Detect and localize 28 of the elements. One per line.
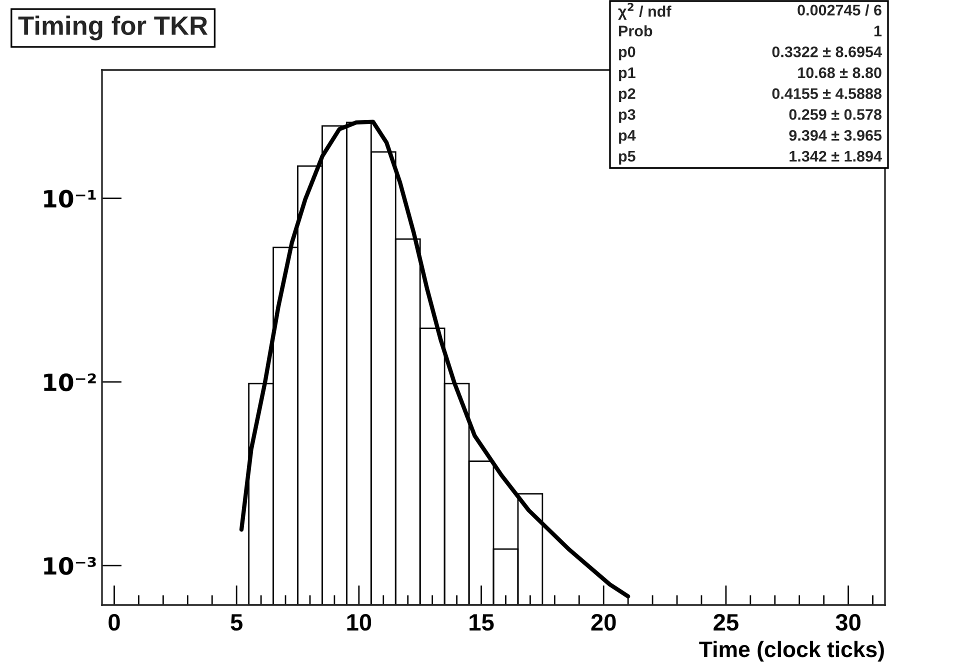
chart-title: Timing for TKR: [18, 16, 208, 40]
text: 1.342 ± 1.894: [790, 150, 882, 162]
x-tick-label: 20: [591, 614, 616, 631]
x-tick-label: 10: [347, 614, 372, 631]
x-tick-label: 15: [470, 614, 494, 631]
x-tick-label: 0: [108, 614, 120, 631]
x-tick-label: 5: [230, 614, 242, 631]
text: p0: [619, 46, 636, 60]
x-axis-title: Time (clock ticks): [699, 640, 884, 662]
y-tick-label: 10⁻¹: [44, 190, 96, 208]
text: p1: [619, 68, 636, 82]
text: 0.4155 ± 4.5888: [772, 88, 882, 100]
text: 0.002745 / 6: [798, 4, 882, 16]
text: p3: [619, 109, 636, 123]
x-tick-label: 30: [836, 614, 860, 631]
text: p2: [619, 88, 636, 102]
text: 0.259 ± 0.578: [789, 109, 882, 120]
text: χ$^{2}$ / ndf: [618, 2, 672, 20]
text: 0.3322 ± 8.6954: [772, 46, 882, 58]
text: 10.68 ± 8.80: [798, 67, 882, 78]
x-tick-label: 25: [714, 614, 738, 631]
y-tick-label: 10⁻³: [44, 557, 96, 575]
text: p4: [619, 130, 636, 144]
text: 9.394 ± 3.965: [789, 130, 882, 141]
text: Prob: [619, 25, 652, 36]
text: p5: [619, 151, 636, 165]
text: 1: [874, 26, 882, 36]
y-tick-label: 10⁻²: [44, 373, 96, 392]
